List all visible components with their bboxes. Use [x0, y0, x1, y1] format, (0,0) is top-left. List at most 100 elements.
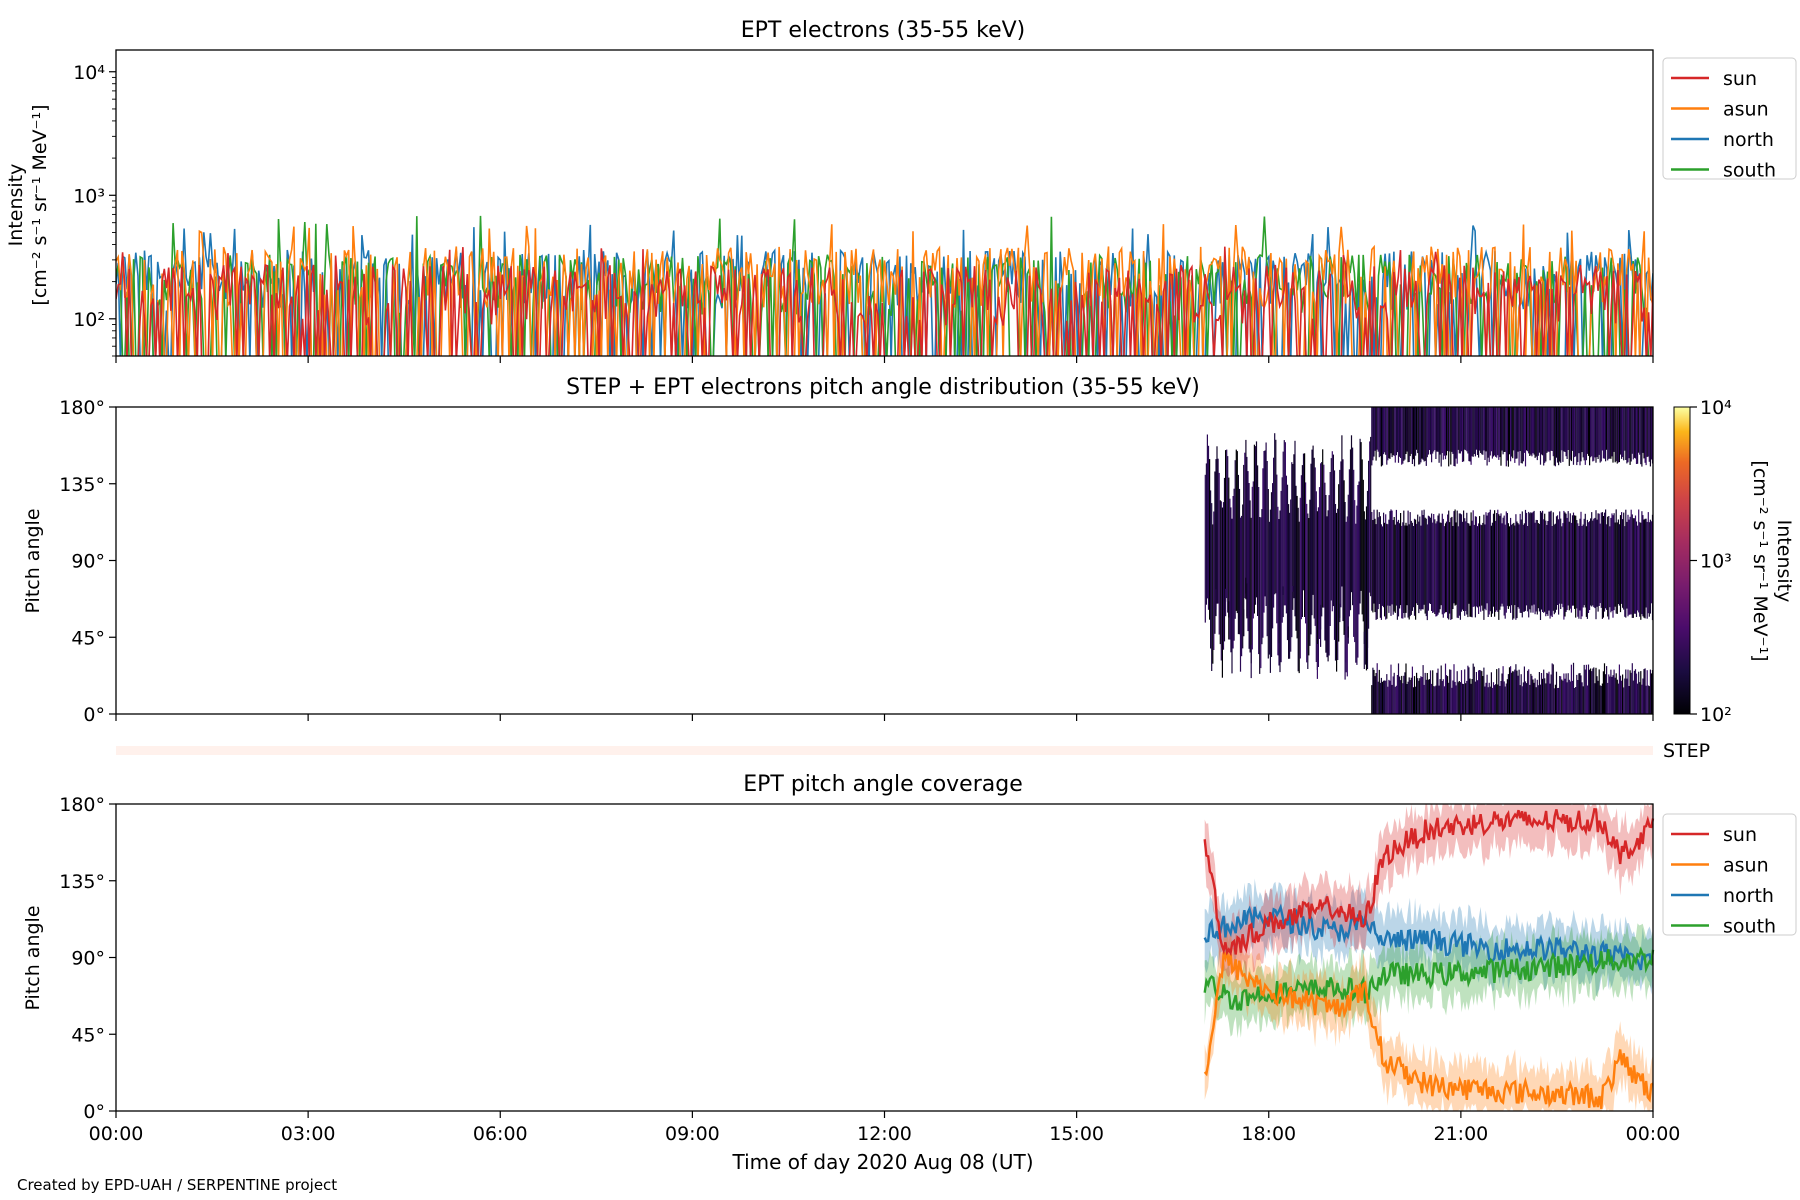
heatmap-cell [1530, 407, 1532, 455]
heatmap-cell [1641, 684, 1643, 714]
heatmap-cell [1317, 507, 1319, 667]
heatmap-cell [1389, 680, 1391, 714]
heatmap-cell [1436, 521, 1438, 617]
coverage-band-asun [1204, 921, 1653, 1111]
heatmap-cell [1627, 669, 1629, 714]
heatmap-cell [1512, 671, 1514, 714]
heatmap-cell [1304, 453, 1306, 617]
heatmap-cell [1562, 523, 1564, 608]
heatmap-cell [1388, 679, 1390, 714]
heatmap-cell [1215, 589, 1217, 610]
legend-label-north: north [1723, 885, 1774, 907]
heatmap-cell [1471, 679, 1473, 714]
heatmap-cell [1211, 503, 1213, 671]
heatmap-cell [1299, 497, 1301, 659]
colorbar-tick-label: 10⁴ [1700, 397, 1732, 419]
heatmap-cell [1646, 407, 1648, 457]
heatmap-cell [1229, 498, 1231, 640]
heatmap-cell [1360, 442, 1362, 591]
heatmap-cell [1593, 518, 1595, 608]
heatmap-cell [1219, 500, 1221, 645]
heatmap-cell [1570, 664, 1572, 714]
heatmap-cell [1403, 675, 1405, 714]
heatmap-cell [1643, 407, 1645, 459]
panel-pitch-coverage: EPT pitch angle coverage 0° 45° 90° 135° 180… [22, 772, 1797, 1174]
heatmap-cell [1555, 407, 1558, 458]
heatmap-cell [1605, 407, 1607, 462]
heatmap-cell [1550, 407, 1552, 451]
heatmap-cell [1597, 680, 1599, 714]
heatmap-cell [1644, 518, 1646, 619]
heatmap-cell [1615, 509, 1617, 614]
heatmap-cell [1497, 407, 1499, 456]
heatmap-cell [1615, 673, 1617, 714]
heatmap-cell [1612, 515, 1614, 618]
heatmap-cell [1445, 675, 1448, 714]
heatmap-cell [1539, 511, 1542, 620]
heatmap-cell [1318, 487, 1321, 639]
heatmap-cell [1503, 515, 1505, 616]
p1-ytick-label: 10² [73, 309, 105, 331]
heatmap-cell [1239, 517, 1242, 672]
heatmap-cell [1479, 516, 1481, 607]
heatmap-cell [1559, 511, 1561, 604]
p3-ytick-label: 180° [59, 794, 105, 816]
heatmap-cell [1488, 682, 1490, 714]
pitch-angle-heatmap [1204, 407, 1654, 714]
heatmap-cell [1625, 407, 1627, 460]
heatmap-cell [1268, 521, 1270, 655]
heatmap-cell [1422, 665, 1424, 714]
heatmap-cell [1426, 524, 1428, 621]
heatmap-cell [1397, 407, 1400, 463]
heatmap-cell [1555, 671, 1558, 714]
heatmap-cell [1471, 520, 1473, 618]
heatmap-cell [1281, 477, 1283, 623]
heatmap-cell [1602, 516, 1604, 618]
heatmap-cell [1332, 454, 1334, 607]
heatmap-cell [1542, 407, 1544, 456]
heatmap-cell [1469, 678, 1471, 714]
heatmap-cell [1499, 515, 1501, 610]
heatmap-cell [1504, 686, 1506, 714]
heatmap-cell [1507, 407, 1509, 467]
heatmap-cell [1495, 684, 1497, 714]
heatmap-cell [1487, 512, 1489, 617]
heatmap-cell [1415, 686, 1417, 714]
heatmap-cell [1470, 407, 1472, 465]
heatmap-cell [1274, 433, 1276, 595]
heatmap-cell [1387, 524, 1389, 606]
heatmap-cell [1479, 670, 1481, 714]
heatmap-cell [1623, 407, 1625, 461]
heatmap-cell [1434, 686, 1436, 714]
heatmap-cell [1591, 512, 1593, 607]
heatmap-cell [1543, 519, 1545, 613]
heatmap-cell [1389, 511, 1391, 606]
heatmap-cell [1492, 682, 1495, 714]
panel1-x-ticks [115, 356, 1654, 363]
heatmap-cell [1634, 515, 1637, 614]
heatmap-cell [1384, 522, 1386, 617]
heatmap-cell [1538, 523, 1540, 612]
heatmap-cell [1393, 407, 1395, 456]
heatmap-cell [1640, 522, 1642, 620]
heatmap-cell [1327, 510, 1329, 662]
panel1-y-ticks: 10² 10³ 10⁴ [73, 62, 116, 357]
heatmap-cell [1552, 512, 1554, 611]
heatmap-cell [1633, 670, 1635, 714]
heatmap-cell [1540, 512, 1543, 610]
heatmap-cell [1558, 519, 1560, 615]
heatmap-cell [1392, 676, 1394, 714]
heatmap-cell [1513, 522, 1515, 619]
heatmap-cell [1291, 462, 1293, 638]
heatmap-cell [1609, 407, 1611, 459]
x-tick-label: 06:00 [473, 1123, 528, 1145]
heatmap-cell [1595, 510, 1597, 620]
heatmap-cell [1519, 685, 1521, 714]
heatmap-cell [1454, 681, 1456, 714]
heatmap-cell [1339, 469, 1341, 618]
coverage-line-north [1203, 903, 1654, 971]
heatmap-cell [1448, 407, 1450, 467]
heatmap-cell [1210, 490, 1212, 649]
heatmap-cell [1561, 407, 1563, 451]
heatmap-cell [1376, 509, 1378, 620]
